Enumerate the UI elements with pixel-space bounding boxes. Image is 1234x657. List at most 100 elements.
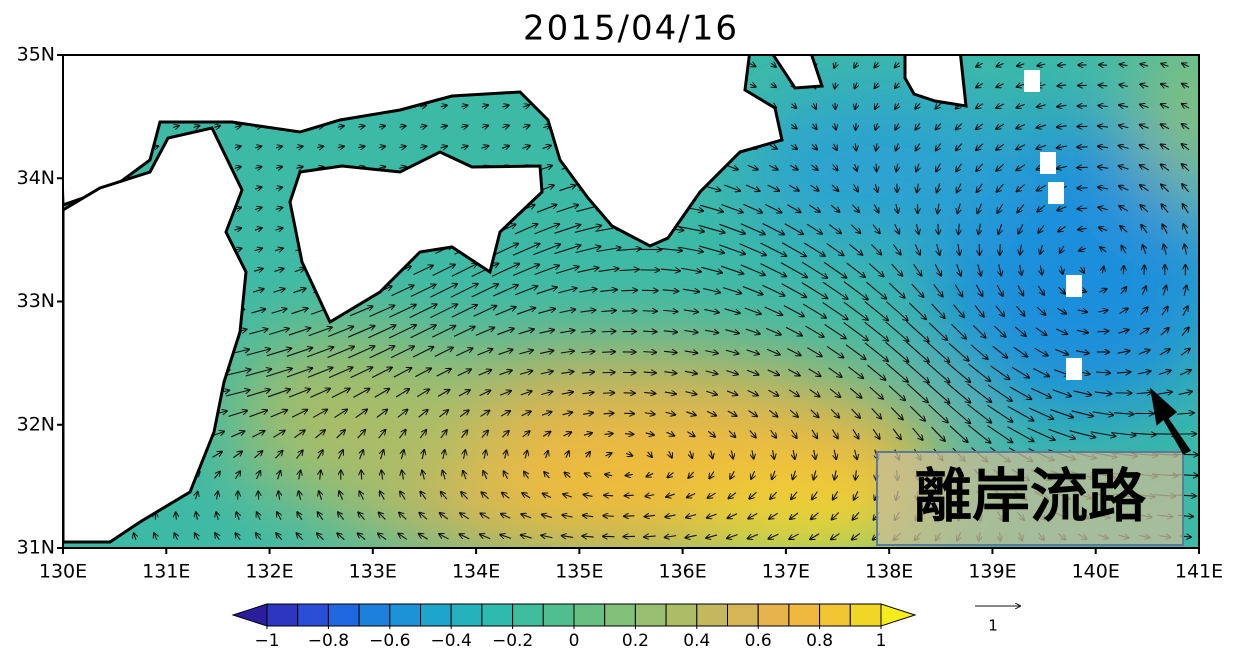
current-vector: [996, 123, 1005, 129]
current-vector: [154, 533, 157, 541]
current-vector: [453, 327, 475, 337]
current-vector: [1118, 330, 1129, 334]
current-vector: [767, 369, 779, 375]
current-vector: [399, 167, 406, 169]
current-vector: [562, 412, 573, 415]
current-vector: [521, 514, 532, 518]
current-vector: [441, 492, 448, 500]
current-vector: [1058, 226, 1066, 231]
current-vector: [772, 470, 775, 479]
current-vector: [493, 285, 518, 297]
current-vector: [992, 345, 1007, 358]
current-vector: [1035, 327, 1047, 335]
current-vector: [1036, 306, 1045, 315]
current-vector: [768, 533, 779, 539]
current-vector: [728, 430, 735, 437]
current-vector: [236, 512, 239, 520]
current-vector: [498, 350, 513, 355]
current-vector: [1048, 428, 1075, 438]
current-vector: [254, 451, 262, 459]
current-vector: [813, 102, 816, 109]
current-vector: [852, 429, 859, 438]
current-vector: [1038, 224, 1045, 233]
current-vector: [217, 492, 218, 500]
current-vector: [541, 535, 553, 538]
current-vector: [826, 346, 843, 357]
current-vector: [400, 491, 406, 500]
current-vector: [1055, 348, 1068, 354]
current-vector: [669, 451, 672, 457]
current-vector: [1139, 329, 1149, 335]
current-vector: [787, 348, 800, 356]
current-vector: [906, 383, 927, 403]
current-vector: [273, 289, 284, 293]
current-vector: [1141, 225, 1148, 234]
lon-label: 137E: [762, 561, 810, 583]
current-vector: [504, 471, 508, 479]
current-vector: [418, 410, 428, 418]
colorbar: −1 −0.8 −0.6 −0.4 −0.2 0 0.2 0.4 0.6 0.8 1: [231, 603, 917, 651]
current-vector: [561, 392, 573, 394]
current-vector: [1009, 386, 1031, 399]
current-vector: [541, 412, 551, 416]
current-vector: [1182, 184, 1190, 193]
current-vector: [398, 534, 408, 540]
current-vector: [789, 533, 799, 539]
current-vector: [500, 391, 511, 396]
current-vector: [604, 495, 614, 496]
current-vector: [458, 390, 470, 397]
current-vector: [931, 303, 945, 318]
current-vector: [801, 282, 828, 299]
current-vector: [278, 491, 279, 500]
current-vector: [766, 348, 780, 354]
current-vector: [906, 321, 928, 341]
current-vector: [577, 268, 599, 273]
current-vector: [581, 351, 595, 352]
current-vector: [497, 328, 514, 336]
current-vector: [975, 284, 982, 296]
current-vector: [249, 410, 268, 418]
current-vector: [994, 325, 1005, 337]
current-vector: [848, 366, 863, 378]
current-vector: [768, 389, 778, 396]
current-vector: [831, 533, 840, 540]
current-vector: [1181, 327, 1189, 336]
current-vector: [724, 308, 740, 313]
current-vector: [216, 512, 218, 520]
current-vector: [534, 224, 559, 235]
current-vector: [473, 306, 497, 317]
current-vector: [443, 450, 445, 460]
current-vector: [828, 224, 841, 234]
current-vector: [534, 266, 559, 275]
current-vector: [1161, 164, 1170, 172]
current-vector: [885, 321, 909, 341]
current-vector: [888, 385, 905, 401]
current-vector: [1161, 64, 1169, 67]
current-vector: [1116, 372, 1130, 373]
current-vector: [996, 64, 1004, 67]
current-vector: [875, 183, 877, 192]
current-vector: [644, 536, 656, 537]
current-vector: [419, 146, 426, 148]
current-vector: [770, 429, 777, 438]
current-vector: [687, 494, 696, 498]
current-vector: [359, 491, 363, 500]
current-vector: [251, 431, 264, 438]
current-vector: [1161, 204, 1169, 213]
current-vector: [765, 327, 781, 334]
current-vector: [562, 536, 574, 538]
current-vector: [895, 102, 899, 109]
current-vector: [967, 383, 991, 402]
current-vector: [174, 533, 177, 541]
current-vector: [719, 223, 745, 233]
current-vector: [521, 411, 531, 417]
current-vector: [762, 223, 785, 235]
current-vector: [234, 126, 241, 128]
current-vector: [1120, 287, 1126, 295]
current-vector: [1017, 204, 1025, 213]
current-vector: [834, 143, 837, 150]
current-vector: [312, 410, 327, 418]
current-vector: [412, 347, 433, 358]
current-vector: [500, 411, 510, 417]
current-vector: [852, 532, 861, 539]
